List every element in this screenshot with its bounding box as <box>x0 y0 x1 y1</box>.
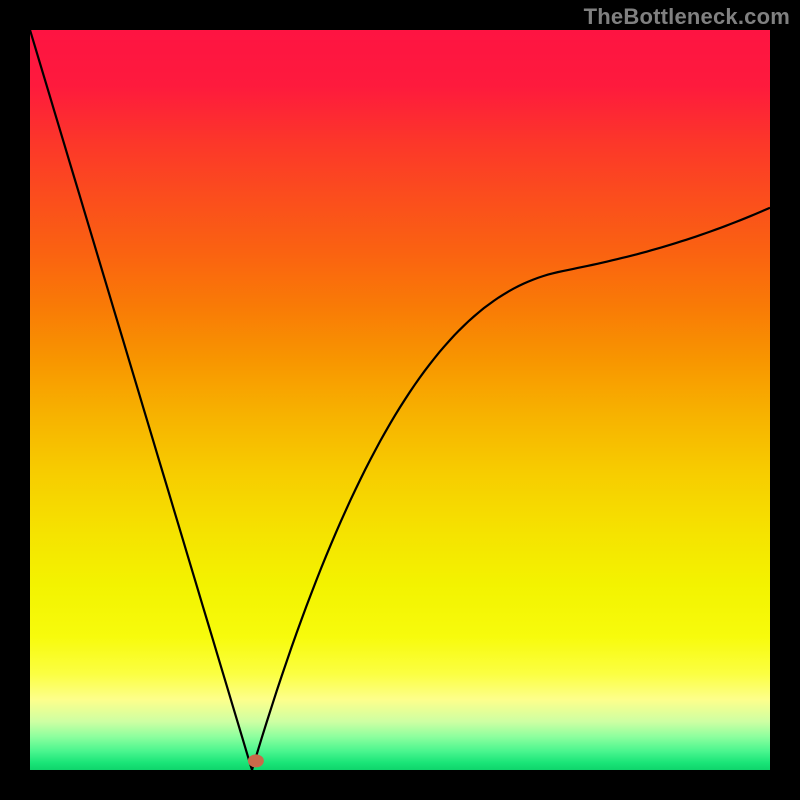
curve-svg <box>30 30 770 770</box>
plot-area <box>30 30 770 770</box>
bottleneck-curve <box>30 30 770 770</box>
watermark-text: TheBottleneck.com <box>584 4 790 30</box>
figure: TheBottleneck.com <box>0 0 800 800</box>
